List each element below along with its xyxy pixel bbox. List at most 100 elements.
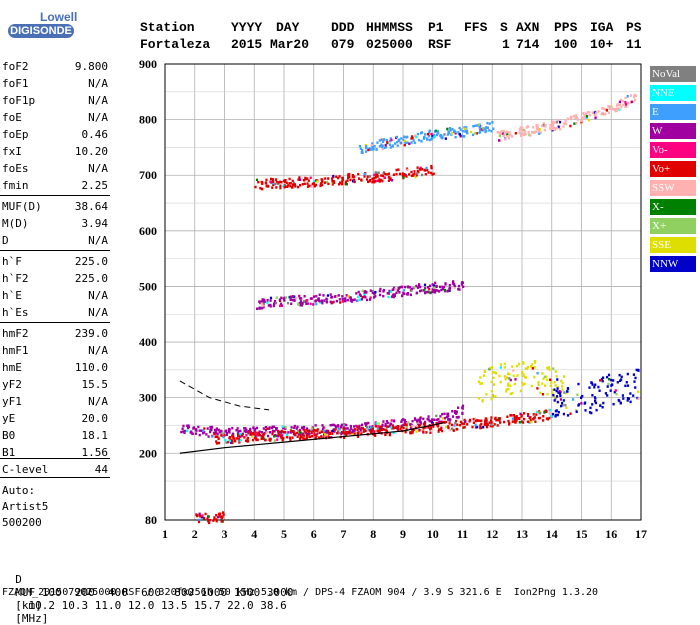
echo-point (367, 421, 370, 425)
echo-point (529, 416, 532, 419)
auto-label: Auto: (2, 484, 36, 497)
x-tick-label: 13 (516, 527, 528, 541)
param-value: N/A (88, 344, 108, 357)
echo-point (591, 111, 594, 114)
x-tick-label: 11 (457, 527, 468, 541)
echo-point (323, 181, 326, 184)
echo-point (516, 417, 519, 420)
echo-point (344, 429, 347, 432)
echo-point (493, 423, 496, 426)
echo-point (556, 400, 559, 404)
y-tick-label: 900 (139, 57, 157, 71)
echo-point (439, 285, 442, 289)
echo-point (408, 173, 411, 176)
echo-point (551, 391, 554, 395)
echo-point (260, 437, 263, 441)
echo-point (464, 127, 467, 131)
echo-point (601, 107, 604, 110)
echo-point (367, 148, 370, 152)
legend-item: E (650, 104, 696, 120)
echo-point (239, 438, 242, 442)
echo-point (562, 122, 565, 125)
echo-point (264, 438, 267, 442)
echo-point (339, 301, 342, 304)
echo-point (312, 182, 315, 185)
echo-point (255, 426, 259, 430)
echo-point (307, 432, 310, 436)
echo-point (296, 435, 299, 438)
echo-point (431, 287, 434, 291)
y-tick-label: 600 (139, 224, 157, 238)
echo-point (293, 298, 296, 302)
echo-point (626, 372, 629, 376)
echo-point (444, 137, 447, 140)
echo-point (423, 283, 427, 287)
echo-point (331, 423, 334, 427)
echo-point (615, 107, 618, 110)
echo-point (474, 418, 477, 421)
echo-point (298, 294, 301, 298)
echo-point (564, 403, 567, 407)
echo-point (524, 130, 527, 133)
echo-point (344, 432, 347, 435)
legend-item: W (650, 123, 696, 139)
echo-point (436, 130, 439, 133)
echo-point (340, 426, 343, 429)
echo-point (553, 388, 556, 391)
echo-point (601, 406, 604, 409)
echo-point (312, 180, 316, 183)
echo-point (428, 284, 432, 288)
echo-point (186, 424, 189, 427)
echo-point (560, 379, 563, 383)
echo-point (461, 129, 464, 133)
echo-point (413, 286, 416, 289)
echo-point (448, 286, 452, 290)
echo-point (259, 301, 262, 305)
echo-point (458, 133, 461, 136)
echo-point (548, 416, 551, 420)
echo-point (503, 366, 506, 369)
echo-point (402, 426, 405, 430)
echo-point (411, 431, 414, 434)
echo-point (430, 171, 433, 175)
echo-point (278, 433, 281, 437)
echo-point (258, 300, 261, 303)
echo-point (258, 430, 261, 433)
profile-line (179, 422, 445, 454)
echo-point (588, 386, 591, 389)
param-row: h`F2 225.0 (2, 272, 108, 285)
echo-point (448, 429, 451, 432)
echo-point (231, 439, 234, 443)
echo-point (512, 374, 515, 378)
echo-point (378, 429, 381, 432)
param-label: foF1 (2, 77, 29, 90)
echo-point (323, 299, 326, 302)
param-value: 9.800 (74, 60, 108, 73)
echo-point (207, 435, 210, 438)
echo-point (272, 180, 275, 183)
echo-point (326, 294, 329, 297)
echo-point (368, 147, 371, 150)
echo-point (562, 412, 565, 416)
param-value: N/A (88, 162, 108, 175)
echo-point (295, 427, 298, 430)
param-label: yF1 (2, 395, 22, 408)
echo-point (445, 425, 448, 429)
echo-point (290, 426, 293, 429)
echo-point (231, 441, 234, 445)
echo-point (326, 433, 329, 437)
echo-point (455, 416, 458, 419)
echo-point (538, 128, 542, 131)
echo-point (225, 441, 228, 444)
separator (0, 477, 110, 478)
echo-point (573, 122, 576, 125)
echo-point (192, 426, 196, 429)
echo-point (629, 400, 632, 404)
echo-point (377, 171, 380, 174)
echo-point (565, 406, 568, 409)
echo-point (249, 427, 252, 431)
echo-point (554, 409, 557, 413)
echo-point (610, 105, 613, 109)
echo-point (273, 435, 276, 438)
echo-point (537, 416, 540, 420)
